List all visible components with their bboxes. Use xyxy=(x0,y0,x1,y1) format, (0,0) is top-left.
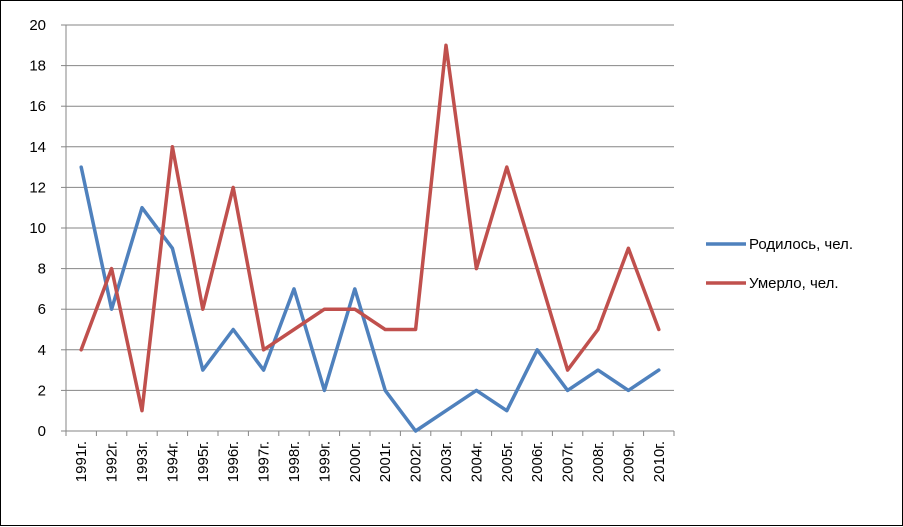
x-tick-label: 1997г. xyxy=(256,441,273,482)
legend-label-1: Умерло, чел. xyxy=(749,275,839,292)
y-tick-label: 16 xyxy=(29,98,46,115)
legend: Родилось, чел. Умерло, чел. xyxy=(706,236,853,292)
x-tick-label: 1993г. xyxy=(134,441,151,482)
x-tick-label: 2009г. xyxy=(620,441,637,482)
y-tick-label: 20 xyxy=(29,17,46,34)
x-tick-label: 2001г. xyxy=(377,441,394,482)
x-tick-label: 1996г. xyxy=(225,441,242,482)
x-tick-label: 1999г. xyxy=(316,441,333,482)
y-tick-label: 18 xyxy=(29,58,46,75)
series-lines xyxy=(79,43,661,433)
y-tick-label: 6 xyxy=(38,301,46,318)
y-tick-label: 8 xyxy=(38,261,46,278)
y-tick-label: 4 xyxy=(38,342,46,359)
y-tick-label: 10 xyxy=(29,220,46,237)
x-tick-label: 2000г. xyxy=(347,441,364,482)
x-tick-label: 2007г. xyxy=(560,441,577,482)
y-tick-label: 0 xyxy=(38,423,46,440)
series-line-0 xyxy=(79,165,661,433)
y-tick-label: 12 xyxy=(29,179,46,196)
x-tick-label: 2008г. xyxy=(590,441,607,482)
x-tick-label: 2005г. xyxy=(499,441,516,482)
y-tick-label: 2 xyxy=(38,382,46,399)
series-line-1 xyxy=(79,43,661,413)
legend-label-0: Родилось, чел. xyxy=(749,236,853,253)
x-tick-label: 2003г. xyxy=(438,441,455,482)
x-tick-label: 1992г. xyxy=(104,441,121,482)
x-tick-label: 1998г. xyxy=(286,441,303,482)
x-axis-ticks: 1991г. 1992г. 1993г. 1994г. 1995г. 1996г. 1997… xyxy=(65,431,675,482)
x-tick-label: 1991г. xyxy=(73,441,90,482)
x-tick-label: 2002г. xyxy=(408,441,425,482)
y-axis-ticks: 0 2 4 6 8 10 12 14 16 18 20 xyxy=(29,17,66,440)
x-tick-label: 2006г. xyxy=(529,441,546,482)
x-tick-label: 1995г. xyxy=(195,441,212,482)
x-tick-label: 2010г. xyxy=(651,441,668,482)
x-tick-label: 1994г. xyxy=(164,441,181,482)
x-tick-label: 2004г. xyxy=(468,441,485,482)
y-tick-label: 14 xyxy=(29,139,46,156)
